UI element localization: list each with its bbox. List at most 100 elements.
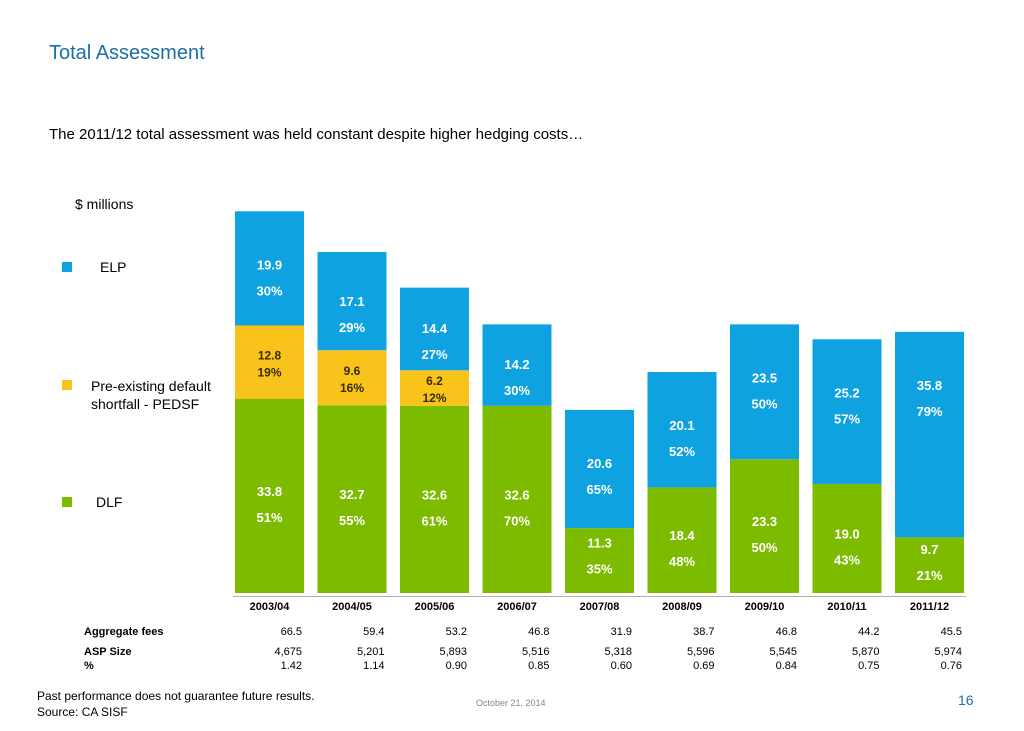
bar-elp-2005/06 <box>400 287 469 371</box>
pct-label-elp-2011/12: 79% <box>916 404 942 419</box>
value-label-dlf-2008/09: 18.4 <box>669 528 695 543</box>
bar-elp-2008/09 <box>647 372 717 488</box>
table-cell: 1.42 <box>280 660 302 672</box>
pct-label-pedsf-2003/04: 19% <box>257 365 281 379</box>
table-cell: 0.76 <box>940 660 962 672</box>
table-cell: 46.8 <box>528 626 550 638</box>
pct-label-dlf-2003/04: 51% <box>256 510 282 525</box>
pct-label-dlf-2006/07: 70% <box>504 513 530 528</box>
legend-swatch-pedsf <box>62 380 72 390</box>
bar-dlf-2003/04 <box>235 398 304 593</box>
category-label-2003/04: 2003/04 <box>250 601 291 613</box>
table-cell: 66.5 <box>280 626 302 638</box>
pct-label-dlf-2005/06: 61% <box>421 513 447 528</box>
table-cell: 5,596 <box>686 646 715 658</box>
category-label-2005/06: 2005/06 <box>415 601 455 613</box>
value-label-elp-2007/08: 20.6 <box>587 456 612 471</box>
value-label-dlf-2005/06: 32.6 <box>422 487 447 502</box>
value-label-elp-2010/11: 25.2 <box>834 385 859 400</box>
pct-label-elp-2005/06: 27% <box>421 347 447 362</box>
table-cell: 0.84 <box>775 660 797 672</box>
category-label-2007/08: 2007/08 <box>580 601 620 613</box>
bar-dlf-2004/05 <box>317 405 387 593</box>
value-label-elp-2009/10: 23.5 <box>752 370 777 385</box>
bar-dlf-2008/09 <box>647 487 717 593</box>
value-label-dlf-2009/10: 23.3 <box>752 514 777 529</box>
value-label-pedsf-2005/06: 6.2 <box>426 374 443 388</box>
units-label: $ millions <box>75 196 134 212</box>
value-label-dlf-2007/08: 11.3 <box>587 536 612 551</box>
pct-label-dlf-2010/11: 43% <box>834 552 860 567</box>
table-cell: 0.75 <box>858 660 880 672</box>
pct-label-dlf-2011/12: 21% <box>916 568 942 583</box>
table-cell: 5,545 <box>769 646 797 658</box>
footnote: Past performance does not guarantee futu… <box>37 689 315 719</box>
value-label-dlf-2004/05: 32.7 <box>339 487 364 502</box>
value-label-dlf-2006/07: 32.6 <box>504 487 529 502</box>
table-cell: 5,201 <box>356 646 385 658</box>
bar-dlf-2009/10 <box>730 459 799 593</box>
category-label-2004/05: 2004/05 <box>332 601 372 613</box>
bar-pedsf-2003/04 <box>235 325 304 399</box>
bar-elp-2004/05 <box>317 252 387 351</box>
table-cell: 1.14 <box>363 660 385 672</box>
bar-elp-2011/12 <box>895 331 964 538</box>
table-cell: 5,974 <box>934 646 962 658</box>
table-cell: 5,516 <box>521 646 550 658</box>
table-cell: 46.8 <box>775 626 797 638</box>
table-cell: 0.85 <box>528 660 550 672</box>
pct-label-pedsf-2004/05: 16% <box>340 381 364 395</box>
bar-elp-2010/11 <box>812 339 882 484</box>
table-cell: 5,318 <box>604 646 632 658</box>
table-cell: 0.60 <box>610 660 632 672</box>
bar-pedsf-2004/05 <box>317 350 387 406</box>
category-label-2011/12: 2011/12 <box>910 601 949 613</box>
legend-swatch-dlf <box>62 497 72 507</box>
category-label-2008/09: 2008/09 <box>662 601 702 613</box>
table-row-label: % <box>84 660 94 672</box>
pct-label-dlf-2008/09: 48% <box>669 554 695 569</box>
value-label-dlf-2010/11: 19.0 <box>834 526 859 541</box>
legend-label-pedsf: Pre-existing default shortfall - PEDSF <box>91 378 211 412</box>
value-label-elp-2005/06: 14.4 <box>422 321 448 336</box>
bar-dlf-2007/08 <box>565 528 634 593</box>
category-label-2009/10: 2009/10 <box>745 601 785 613</box>
legend-swatch-elp <box>62 262 72 272</box>
table-cell: 44.2 <box>858 626 880 638</box>
value-label-elp-2008/09: 20.1 <box>669 418 694 433</box>
category-label-2010/11: 2010/11 <box>827 601 866 613</box>
bar-dlf-2011/12 <box>895 537 964 593</box>
pct-label-dlf-2007/08: 35% <box>586 562 612 577</box>
value-label-elp-2011/12: 35.8 <box>917 378 942 393</box>
bar-dlf-2005/06 <box>400 405 469 593</box>
table-cell: 59.4 <box>363 626 385 638</box>
bar-pedsf-2005/06 <box>400 370 469 406</box>
bar-elp-2006/07 <box>482 324 552 406</box>
table-cell: 45.5 <box>940 626 962 638</box>
pct-label-elp-2010/11: 57% <box>834 411 860 426</box>
table-cell: 0.90 <box>445 660 467 672</box>
value-label-dlf-2011/12: 9.7 <box>920 542 938 557</box>
bar-elp-2003/04 <box>235 211 304 326</box>
legend-label-dlf: DLF <box>96 494 123 510</box>
pct-label-elp-2009/10: 50% <box>751 396 777 411</box>
page-title: Total Assessment <box>49 42 205 64</box>
bar-elp-2009/10 <box>730 324 799 460</box>
value-label-elp-2003/04: 19.9 <box>257 257 282 272</box>
pct-label-dlf-2004/05: 55% <box>339 513 365 528</box>
table-cell: 38.7 <box>693 626 715 638</box>
pct-label-dlf-2009/10: 50% <box>751 540 777 555</box>
pct-label-elp-2004/05: 29% <box>339 320 365 335</box>
table-cell: 31.9 <box>610 626 632 638</box>
bar-dlf-2010/11 <box>812 483 882 593</box>
category-label-2006/07: 2006/07 <box>497 601 537 613</box>
value-label-pedsf-2003/04: 12.8 <box>258 348 282 362</box>
value-label-elp-2004/05: 17.1 <box>339 294 364 309</box>
legend-label-elp: ELP <box>100 259 127 275</box>
value-label-elp-2006/07: 14.2 <box>504 357 529 372</box>
table-cell: 4,675 <box>274 646 302 658</box>
bar-elp-2007/08 <box>565 409 634 529</box>
bar-dlf-2006/07 <box>482 405 552 593</box>
table-cell: 5,893 <box>439 646 467 658</box>
